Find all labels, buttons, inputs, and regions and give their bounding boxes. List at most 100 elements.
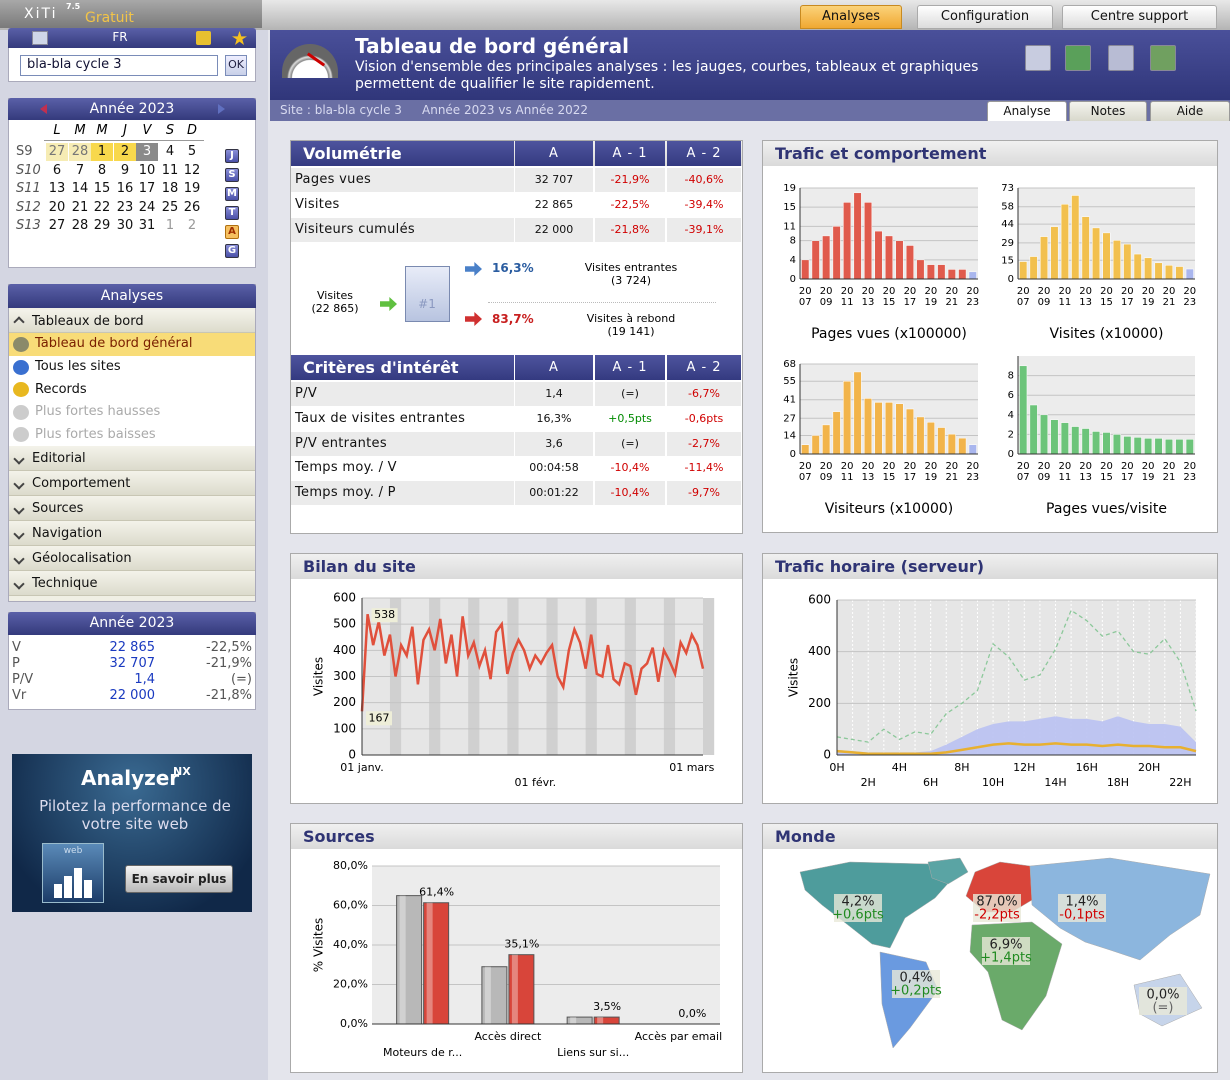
menu-group[interactable] xyxy=(9,471,255,496)
calendar-day[interactable]: 28 xyxy=(71,144,89,159)
menu-item[interactable] xyxy=(9,333,255,356)
calendar-day[interactable]: 12 xyxy=(183,163,201,178)
top-tab[interactable] xyxy=(800,5,902,29)
menu-group[interactable] xyxy=(9,496,255,521)
menu-group[interactable] xyxy=(9,310,255,333)
calendar-day[interactable]: 22 xyxy=(93,200,111,215)
week-label[interactable]: S12 xyxy=(16,200,41,215)
calendar-day[interactable]: 18 xyxy=(161,181,179,196)
calendar-day[interactable]: 26 xyxy=(183,200,201,215)
calendar-day[interactable]: 2 xyxy=(187,218,197,233)
calendar-day[interactable]: 27 xyxy=(48,218,66,233)
menu-item-label[interactable]: Plus fortes baisses xyxy=(35,426,156,442)
menu-item-label[interactable]: Plus fortes hausses xyxy=(35,404,161,420)
site-select-value[interactable]: bla-bla cycle 3 xyxy=(27,57,122,72)
calendar-day[interactable]: 19 xyxy=(183,181,201,196)
period-shortcut-label[interactable]: M xyxy=(227,188,237,199)
header-action[interactable] xyxy=(1108,45,1134,71)
view-tab-label[interactable]: Analyse xyxy=(1003,104,1051,118)
calendar-day[interactable]: 16 xyxy=(116,181,134,196)
calendar-day[interactable]: 21 xyxy=(71,200,89,215)
calendar-day[interactable]: 1 xyxy=(165,218,175,233)
period-shortcut[interactable] xyxy=(225,206,239,220)
week-label[interactable]: S9 xyxy=(16,144,33,159)
calendar-day[interactable]: 27 xyxy=(48,144,66,159)
period-shortcut[interactable] xyxy=(225,168,239,182)
calendar-day[interactable]: 5 xyxy=(187,144,197,159)
ad-brand[interactable]: Analyzer xyxy=(81,766,180,790)
header-action[interactable] xyxy=(1025,45,1051,71)
calendar-day[interactable]: 6 xyxy=(52,163,62,178)
menu-item-label[interactable]: Tous les sites xyxy=(35,358,121,374)
calendar-day[interactable]: 14 xyxy=(71,181,89,196)
ok-label[interactable]: OK xyxy=(228,58,244,71)
period-shortcut[interactable] xyxy=(225,187,239,201)
period-shortcut[interactable] xyxy=(225,149,239,163)
period-shortcut-label[interactable]: G xyxy=(227,245,237,256)
calendar-day[interactable]: 4 xyxy=(165,144,175,159)
menu-group-label[interactable]: Comportement xyxy=(32,475,131,491)
prev-year[interactable] xyxy=(40,104,47,114)
menu-group-label[interactable]: Géolocalisation xyxy=(32,550,132,566)
calendar-day[interactable]: 9 xyxy=(120,163,130,178)
menu-item[interactable] xyxy=(9,378,255,401)
calendar-day[interactable]: 30 xyxy=(116,218,134,233)
view-tab[interactable] xyxy=(987,101,1067,121)
calendar-day[interactable]: 3 xyxy=(142,144,152,159)
ad-button-label[interactable]: En savoir plus xyxy=(131,872,227,886)
calendar-day[interactable]: 15 xyxy=(93,181,111,196)
menu-group-label[interactable]: Tableaux de bord xyxy=(32,313,144,329)
ad-badge[interactable] xyxy=(42,843,104,903)
view-tab[interactable] xyxy=(1069,101,1147,121)
ad-badge-label[interactable]: web xyxy=(63,846,83,856)
week-label[interactable]: S11 xyxy=(16,181,41,196)
week-label[interactable]: S13 xyxy=(16,218,41,233)
calendar-day[interactable]: 31 xyxy=(138,218,156,233)
top-tab[interactable] xyxy=(917,5,1053,29)
calendar-day[interactable]: 20 xyxy=(48,200,66,215)
header-action[interactable] xyxy=(1150,45,1176,71)
calendar-day[interactable]: 25 xyxy=(161,200,179,215)
view-tab-label[interactable]: Notes xyxy=(1090,104,1126,118)
period-shortcut-label[interactable]: J xyxy=(230,150,234,161)
menu-item[interactable] xyxy=(9,355,255,379)
period-shortcut-label[interactable]: T xyxy=(228,207,236,218)
ok-button[interactable] xyxy=(225,55,247,76)
menu-group-label[interactable]: Editorial xyxy=(32,450,86,466)
calendar-day[interactable]: 11 xyxy=(161,163,179,178)
menu-item-label[interactable]: Tableau de bord général xyxy=(35,336,193,352)
top-tab-label[interactable]: Configuration xyxy=(940,9,1030,24)
calendar-day[interactable]: 10 xyxy=(138,163,156,178)
menu-item-label[interactable]: Records xyxy=(35,381,87,397)
calendar-day[interactable]: 24 xyxy=(138,200,156,215)
menu-group-label[interactable]: Navigation xyxy=(32,525,103,541)
menu-group[interactable] xyxy=(9,446,255,471)
ad-sup[interactable]: NX xyxy=(173,765,191,778)
ad-tagline[interactable]: Pilotez la performance de votre site web xyxy=(39,797,231,833)
menu-group[interactable] xyxy=(9,521,255,546)
calendar-day[interactable]: 2 xyxy=(120,144,130,159)
top-tab-label[interactable]: Centre support xyxy=(1090,9,1189,24)
menu-item[interactable] xyxy=(9,423,255,446)
calendar-day[interactable]: 29 xyxy=(93,218,111,233)
calendar-day[interactable]: 23 xyxy=(116,200,134,215)
menu-group[interactable] xyxy=(9,571,255,596)
calendar-day[interactable]: 7 xyxy=(75,163,85,178)
next-year[interactable] xyxy=(218,104,225,114)
period-shortcut-label[interactable]: A xyxy=(228,226,236,237)
view-tab-label[interactable]: Aide xyxy=(1176,104,1204,118)
top-tab-label[interactable]: Analyses xyxy=(822,9,880,24)
menu-group[interactable] xyxy=(9,546,255,571)
calendar-day[interactable]: 17 xyxy=(138,181,156,196)
period-shortcut-label[interactable]: S xyxy=(228,169,236,180)
site-select[interactable] xyxy=(20,55,218,76)
menu-group-label[interactable]: Technique xyxy=(32,575,98,591)
menu-item[interactable] xyxy=(9,400,255,424)
calendar-day[interactable]: 13 xyxy=(48,181,66,196)
calendar-day[interactable]: 28 xyxy=(71,218,89,233)
top-tab[interactable] xyxy=(1062,5,1217,29)
calendar-day[interactable]: 8 xyxy=(97,163,107,178)
period-shortcut[interactable] xyxy=(225,244,239,258)
menu-group-label[interactable]: Sources xyxy=(32,500,84,516)
header-action[interactable] xyxy=(1065,45,1091,71)
